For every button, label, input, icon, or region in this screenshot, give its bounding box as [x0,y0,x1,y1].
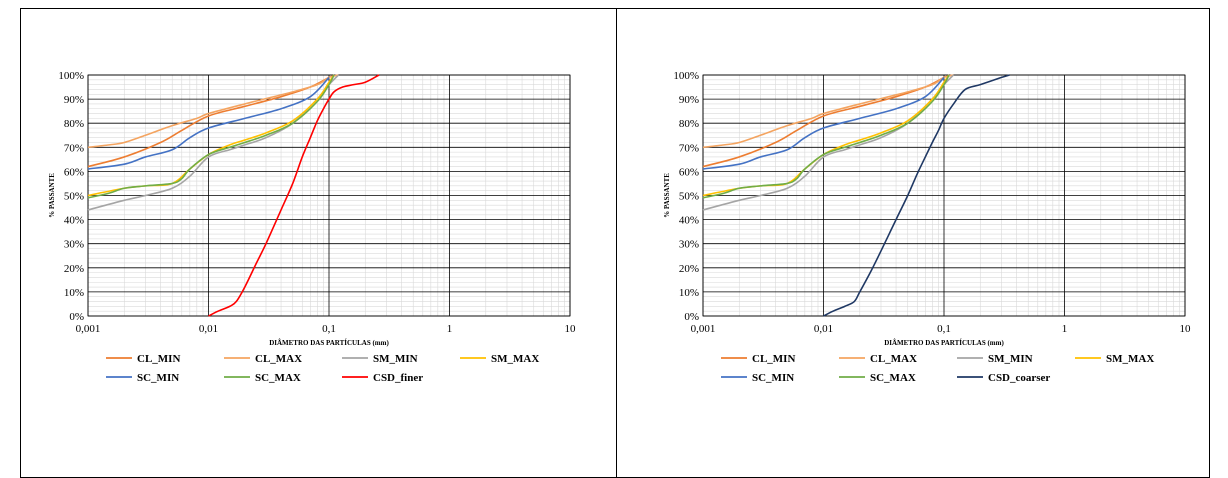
series-line-sm_max [87,74,335,197]
legend-label: SC_MIN [137,372,179,384]
y-tick-label: 90% [679,94,699,106]
legend-item: SC_MAX [224,372,301,384]
y-tick-label: 30% [64,239,84,251]
legend-item: CSD_finer [342,372,423,384]
x-tick-label: 10 [1180,323,1192,335]
y-axis-label: % PASSANTE [663,173,671,218]
y-tick-label: 40% [679,215,699,227]
legend-item: CL_MAX [839,353,917,365]
y-tick-label: 40% [64,215,84,227]
y-tick-label: 60% [64,166,84,178]
x-tick-label: 0,1 [937,323,951,335]
series-line-sc_max [702,74,950,199]
x-tick-label: 0,01 [199,323,218,335]
legend-item: SM_MIN [957,353,1033,365]
y-tick-label: 80% [679,118,699,130]
x-axis-label: DIÂMETRO DAS PARTÍCULAS (mm) [884,339,1004,347]
y-tick-label: 10% [64,287,84,299]
legend-item: CL_MIN [721,353,795,365]
chart-right: 0% 10% 20% 30% 40% 50% 60% 70% 80% 90% 100% 0,001 0,… [663,70,1192,384]
series-line-csd_finer [208,74,380,317]
series-line-sc_min [87,76,330,170]
legend-item: SC_MAX [839,372,916,384]
x-tick-label: 10 [565,323,577,335]
legend: CL_MIN CL_MAX SM_MIN SM_MAX SC_MIN SC_MAX CSD_… [106,353,539,384]
y-tick-label: 100% [58,70,84,82]
series-line-csd_coarser [823,74,1010,317]
legend-item: SM_MAX [1075,353,1154,365]
x-tick-label: 0,01 [814,323,833,335]
legend-label: SC_MAX [255,372,301,384]
legend-item: SM_MAX [460,353,539,365]
y-tick-label: 100% [673,70,699,82]
legend: CL_MIN CL_MAX SM_MIN SM_MAX SC_MIN SC_MAX CSD_… [721,353,1154,384]
x-tick-label: 0,1 [322,323,336,335]
x-tick-label: 0,001 [76,323,101,335]
legend-item: SC_MIN [106,372,179,384]
legend-label: CL_MAX [870,353,917,365]
legend-label: CSD_finer [373,372,423,384]
x-axis-label: DIÂMETRO DAS PARTÍCULAS (mm) [269,339,389,347]
chart-left: 0% 10% 20% 30% 40% 50% 60% 70% 80% 90% 100% 0,001 0,… [48,70,577,384]
legend-item: CL_MAX [224,353,302,365]
y-tick-label: 10% [679,287,699,299]
x-tick-label: 1 [447,323,453,335]
y-tick-label: 70% [679,142,699,154]
plot-grid [702,74,1186,317]
y-axis-label: % PASSANTE [48,173,56,218]
x-tick-label: 1 [1062,323,1068,335]
legend-label: SC_MIN [752,372,794,384]
plot-grid [87,74,571,317]
y-tick-label: 50% [679,191,699,203]
y-tick-label: 50% [64,191,84,203]
y-tick-label: 80% [64,118,84,130]
legend-label: CL_MIN [137,353,180,365]
y-tick-label: 30% [679,239,699,251]
legend-label: CSD_coarser [988,372,1050,384]
legend-label: SM_MIN [988,353,1033,365]
y-tick-label: 90% [64,94,84,106]
legend-label: SM_MAX [1106,353,1154,365]
legend-label: CL_MIN [752,353,795,365]
series-line-cl_max [87,74,339,149]
legend-item: SM_MIN [342,353,418,365]
y-tick-label: 20% [64,263,84,275]
series-line-sc_max [87,74,335,199]
series-line-cl_max [702,74,954,149]
y-tick-label: 20% [679,263,699,275]
series-line-sc_min [702,76,945,170]
y-tick-label: 70% [64,142,84,154]
x-tick-label: 0,001 [691,323,716,335]
series-line-sm_max [702,74,950,197]
legend-item: CSD_coarser [957,372,1050,384]
legend-label: CL_MAX [255,353,302,365]
legend-item: CL_MIN [106,353,180,365]
y-tick-label: 60% [679,166,699,178]
legend-item: SC_MIN [721,372,794,384]
legend-label: SC_MAX [870,372,916,384]
legend-label: SM_MIN [373,353,418,365]
y-tick-label: 0% [684,311,699,323]
panel-divider [616,9,617,477]
y-tick-label: 0% [69,311,84,323]
legend-label: SM_MAX [491,353,539,365]
